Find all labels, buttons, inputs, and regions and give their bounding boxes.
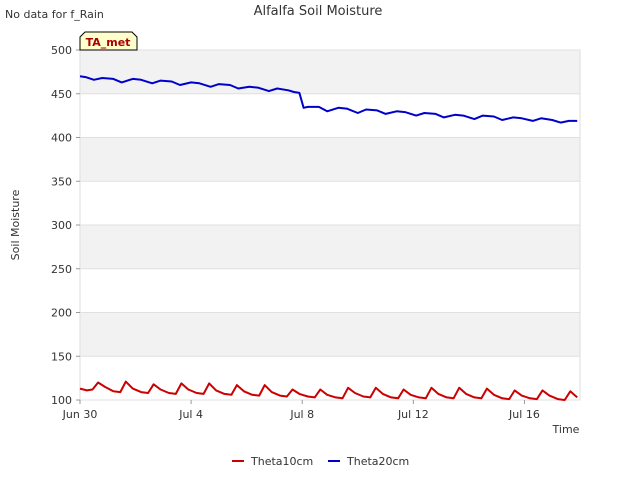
y-tick-label: 200 (51, 307, 72, 320)
x-tick-label: Jul 4 (178, 408, 203, 421)
y-axis-ticks: 100 150 200 250 300 350 400 450 500 (51, 44, 80, 407)
plot-background-bands (80, 50, 580, 400)
y-tick-label: 250 (51, 263, 72, 276)
series-layer (79, 75, 578, 401)
x-tick-label: Jul 8 (289, 408, 314, 421)
background-band (80, 225, 580, 269)
x-tick-label: Jul 16 (508, 408, 540, 421)
background-band (80, 93, 580, 138)
y-tick-label: 500 (51, 44, 72, 57)
y-tick-label: 150 (51, 350, 72, 363)
background-band (80, 356, 580, 400)
series-line-theta10cm (79, 380, 578, 401)
background-band (80, 50, 580, 94)
y-tick-label: 100 (51, 394, 72, 407)
y-tick-label: 350 (51, 175, 72, 188)
badge-label: TA_met (86, 36, 131, 49)
legend-label-theta10cm: Theta10cm (250, 455, 313, 468)
background-band (80, 312, 580, 357)
background-band (80, 268, 580, 313)
series-line-theta20cm (79, 75, 578, 124)
no-data-note: No data for f_Rain (5, 8, 104, 21)
x-axis-ticks: Jun 30 Jul 4 Jul 8 Jul 12 Jul 16 (62, 400, 540, 421)
background-band (80, 181, 580, 225)
y-tick-label: 300 (51, 219, 72, 232)
x-tick-label: Jul 12 (397, 408, 429, 421)
y-axis-label: Soil Moisture (9, 189, 22, 260)
gridlines (80, 49, 580, 401)
ta-met-badge: TA_met (79, 31, 138, 51)
y-tick-label: 450 (51, 88, 72, 101)
x-tick-label: Jun 30 (62, 408, 98, 421)
x-axis-label: Time (552, 423, 580, 436)
legend: Theta10cm Theta20cm (232, 455, 409, 468)
legend-label-theta20cm: Theta20cm (346, 455, 409, 468)
chart-title: Alfalfa Soil Moisture (254, 4, 383, 19)
y-tick-label: 400 (51, 132, 72, 145)
background-band (80, 137, 580, 182)
